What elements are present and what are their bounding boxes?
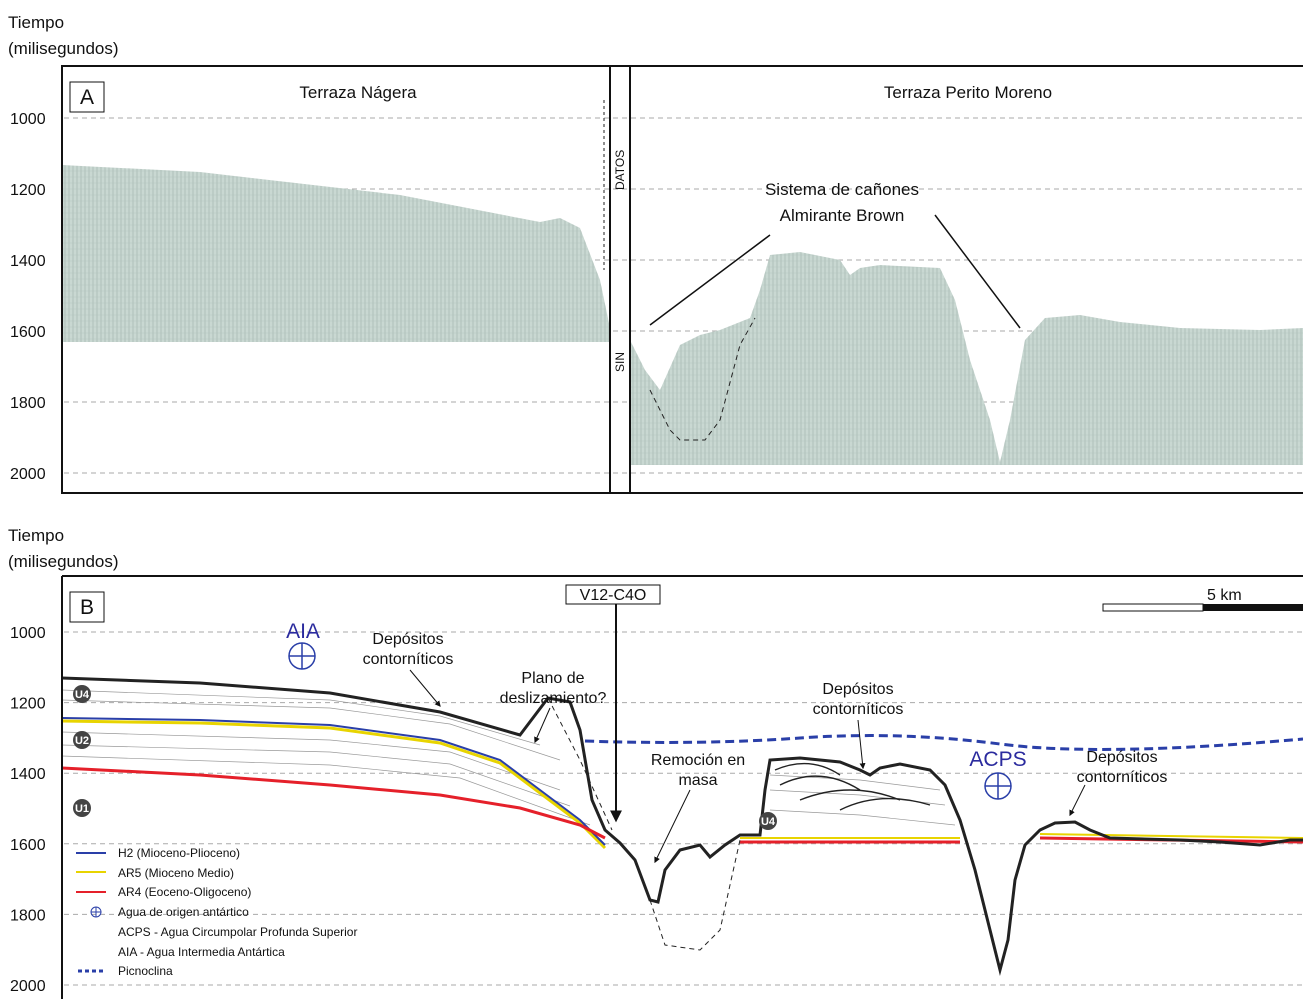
legend-label: AR4 (Eoceno-Oligoceno) bbox=[118, 885, 251, 899]
pointer bbox=[858, 720, 863, 768]
pointer bbox=[655, 790, 690, 862]
water-symbol bbox=[985, 773, 1011, 799]
pointer bbox=[650, 235, 770, 325]
legend-label: H2 (Mioceno-Plioceno) bbox=[118, 846, 240, 860]
pointer bbox=[410, 670, 440, 706]
panel-b: 2000 1800 1600 1400 1200 1000 Tiempo (miliseg… bbox=[8, 526, 1303, 999]
pycnocline bbox=[585, 736, 1303, 750]
annotation: Remoción en bbox=[651, 752, 745, 769]
scale-bar bbox=[1103, 604, 1203, 611]
panel-a: 2000 1800 1600 1400 1200 1000 Tiempo (miliseg… bbox=[8, 13, 1303, 493]
y-tick-label: 1000 bbox=[10, 625, 46, 642]
annotation: Almirante Brown bbox=[780, 206, 905, 225]
axis-title: Tiempo bbox=[8, 526, 64, 545]
y-tick-label: 1600 bbox=[10, 837, 46, 854]
y-tick-label: 1600 bbox=[10, 324, 46, 341]
legend-label: Picnoclina bbox=[118, 964, 173, 978]
annotation: deslizamiento? bbox=[500, 690, 607, 707]
unit-badge: U1 bbox=[73, 799, 91, 817]
strip-label: SIN bbox=[613, 352, 627, 372]
annotation: Sistema de cañones bbox=[765, 180, 919, 199]
legend-label: Agua de origen antártico bbox=[118, 905, 249, 919]
axis-title: Tiempo bbox=[8, 13, 64, 32]
y-tick-label: 1400 bbox=[10, 766, 46, 783]
seismic-left bbox=[62, 165, 610, 342]
unit-badge: U2 bbox=[73, 731, 91, 749]
unit-label: U1 bbox=[75, 803, 89, 815]
section-title: Terraza Perito Moreno bbox=[884, 83, 1052, 102]
axis-units: (milisegundos) bbox=[8, 552, 119, 571]
profile-label: V12-C4O bbox=[580, 587, 647, 604]
water-symbol bbox=[289, 643, 315, 669]
annotation: contorníticos bbox=[1077, 769, 1168, 786]
unit-badge: U4 bbox=[759, 812, 777, 830]
y-tick-label: 1200 bbox=[10, 182, 46, 199]
contourites bbox=[775, 764, 930, 810]
water-mass: AIA bbox=[286, 620, 320, 643]
unit-label: U4 bbox=[761, 816, 776, 828]
axis-units: (milisegundos) bbox=[8, 39, 119, 58]
annotation: Plano de bbox=[521, 670, 584, 687]
water-mass: ACPS bbox=[969, 748, 1026, 771]
y-tick-label: 1800 bbox=[10, 907, 46, 924]
annotation: masa bbox=[678, 772, 717, 789]
y-tick-label: 2000 bbox=[10, 978, 46, 995]
section-title: Terraza Nágera bbox=[299, 83, 417, 102]
annotation: Depósitos bbox=[822, 681, 893, 698]
figure: 2000 1800 1600 1400 1200 1000 Tiempo (miliseg… bbox=[0, 0, 1303, 999]
y-tick-label: 1200 bbox=[10, 696, 46, 713]
panel-label: A bbox=[80, 86, 94, 109]
legend: H2 (Mioceno-Plioceno) AR5 (Mioceno Medio… bbox=[76, 846, 357, 978]
seismic-right bbox=[630, 252, 1303, 465]
unit-label: U2 bbox=[75, 735, 89, 747]
legend-swatch bbox=[91, 907, 101, 917]
y-tick-label: 1400 bbox=[10, 253, 46, 270]
annotation: contorníticos bbox=[363, 651, 454, 668]
legend-label: ACPS - Agua Circumpolar Profunda Superio… bbox=[118, 925, 357, 939]
y-tick-label: 2000 bbox=[10, 466, 46, 483]
scale-bar bbox=[1203, 604, 1303, 611]
annotation: Depósitos bbox=[372, 631, 443, 648]
strip-label: DATOS bbox=[613, 150, 627, 190]
unit-label: U4 bbox=[75, 689, 90, 701]
pointer bbox=[1070, 785, 1085, 815]
annotation: contorníticos bbox=[813, 701, 904, 718]
scale-label: 5 km bbox=[1207, 587, 1242, 604]
annotation: Depósitos bbox=[1086, 749, 1157, 766]
y-tick-label: 1800 bbox=[10, 395, 46, 412]
ar5-horizon bbox=[740, 834, 1303, 838]
panel-label: B bbox=[80, 596, 94, 619]
legend-label: AIA - Agua Intermedia Antártica bbox=[118, 945, 285, 959]
unit-badge: U4 bbox=[73, 685, 91, 703]
legend-label: AR5 (Mioceno Medio) bbox=[118, 866, 234, 880]
y-tick-label: 1000 bbox=[10, 111, 46, 128]
